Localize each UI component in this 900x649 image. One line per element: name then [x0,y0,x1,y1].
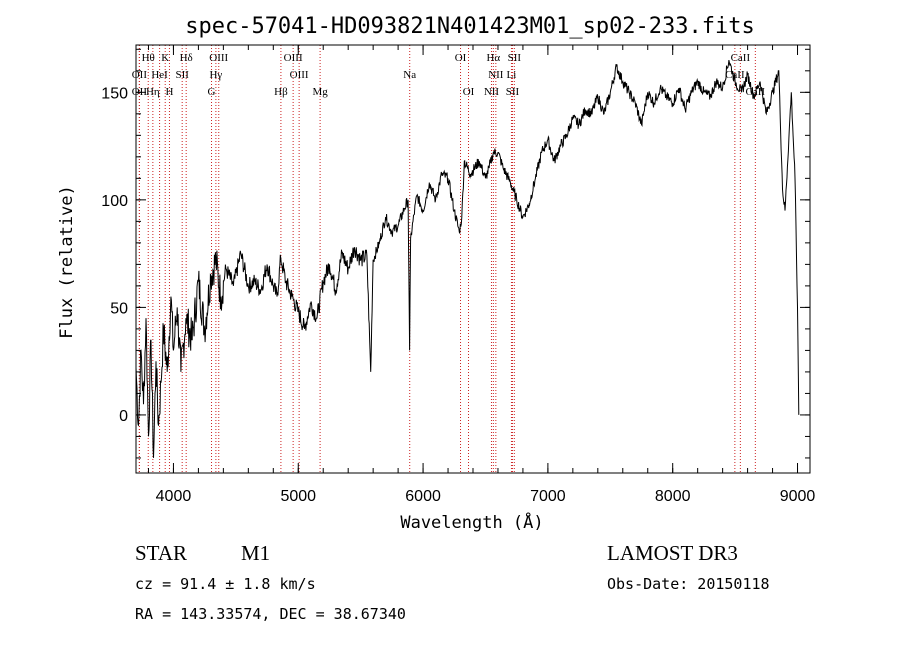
spectral-line-label: OI [455,52,467,64]
spectral-line-label: OI [463,86,475,98]
spectral-line-label: SII [175,69,189,81]
spectral-line-label: Na [403,69,416,81]
y-tick-label: 150 [101,85,128,102]
spectral-line-label: K [161,52,169,64]
x-tick-label: 5000 [280,488,316,505]
spectral-line-markers [138,45,756,473]
redshift-cz: cz = 91.4 ± 1.8 km/s [135,575,316,593]
spectral-line-label: Hθ [142,52,155,64]
x-tick-label: 9000 [780,488,816,505]
spectral-line-label: OIII [290,69,309,81]
y-tick-label: 0 [119,408,128,425]
spectral-line-label: Li [507,69,517,81]
spectral-line-label: NII [484,86,500,98]
chart-title: spec-57041-HD093821N401423M01_sp02-233.f… [185,14,755,39]
spectrum-series-line [135,60,800,458]
x-tick-label: 6000 [405,488,441,505]
spectral-line-label: NII [488,69,504,81]
spectral-line-label: SII [506,86,520,98]
x-tick-label: 4000 [156,488,192,505]
spectral-line-label: Mg [312,86,328,98]
survey-name: LAMOST DR3 [607,541,738,565]
observation-date: Obs-Date: 20150118 [607,575,770,593]
spectral-line-label: Hδ [180,52,193,64]
spectral-line-label: OIII [284,52,303,64]
y-tick-label: 100 [101,193,128,210]
spectral-line-label: CaII [731,52,751,64]
y-axis-ticks: 0 50 100 150 [101,48,810,459]
x-axis-ticks: 4000 5000 6000 7000 8000 9000 [147,45,816,505]
spectral-line-label: H [165,86,173,98]
x-tick-label: 7000 [530,488,566,505]
object-subclass: M1 [241,541,270,565]
spectral-line-label: Hβ [274,86,288,98]
plot-frame [135,44,811,474]
y-tick-label: 50 [110,300,128,317]
y-axis-label: Flux (relative) [57,185,77,339]
spectral-line-label: Hα [486,52,500,64]
x-tick-label: 8000 [655,488,691,505]
spectral-line-label: G [208,86,216,98]
spectral-line-label: OIII [209,52,228,64]
spectral-line-label: HeI [151,69,168,81]
ra-dec-coordinates: RA = 143.33574, DEC = 38.67340 [135,605,406,623]
spectral-line-label: SII [508,52,522,64]
x-axis-label: Wavelength (Å) [400,511,543,533]
spectral-line-label: Hγ [209,69,222,81]
spectral-line-label: Hη [146,86,160,98]
object-class: STAR [135,541,187,565]
